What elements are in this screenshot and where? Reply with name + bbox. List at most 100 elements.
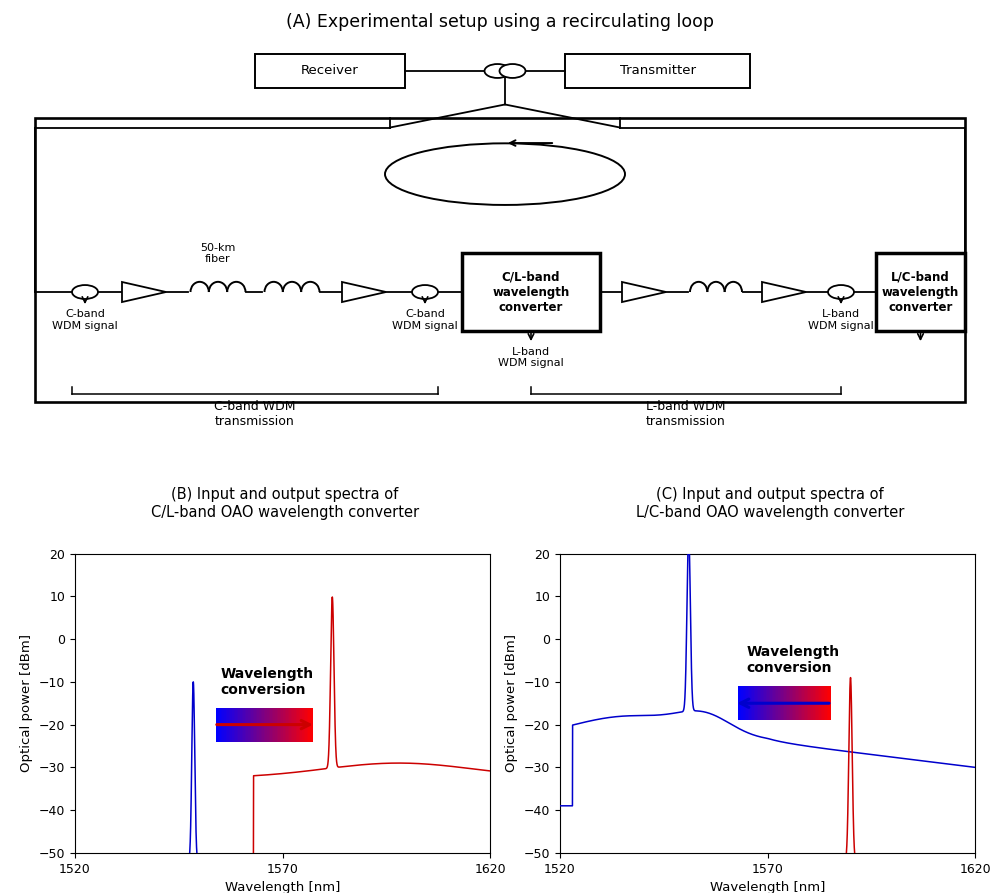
Bar [254,707,257,742]
Bar [264,707,267,742]
Bar [795,686,798,721]
Circle shape [500,64,526,78]
Bar [285,707,287,742]
Bar [219,707,222,742]
Bar [35,118,965,402]
Bar [828,686,831,721]
Bar [226,707,228,742]
Bar [275,707,278,742]
Bar [799,686,802,721]
Bar [796,686,799,721]
Bar [764,686,767,721]
Bar [246,707,249,742]
Bar [256,707,259,742]
Bar [752,686,755,721]
Circle shape [412,285,438,299]
Text: L-band WDM
transmission: L-band WDM transmission [646,400,726,429]
Bar [273,707,276,742]
Text: 50-km
fiber: 50-km fiber [200,243,236,264]
Polygon shape [122,282,166,302]
Bar [745,686,747,721]
Bar [810,686,813,721]
Bar [772,686,775,721]
Bar [294,707,297,742]
Bar [272,707,275,742]
Bar [821,686,823,721]
Text: C-band WDM
transmission: C-band WDM transmission [214,400,296,429]
Bar [815,686,817,721]
Bar [253,707,256,742]
Text: C-band
WDM signal: C-band WDM signal [392,309,458,330]
Bar [770,686,773,721]
Bar [824,686,826,721]
Bar [808,686,811,721]
Y-axis label: Optical power [dBm]: Optical power [dBm] [505,634,518,772]
Text: L-band
WDM signal: L-band WDM signal [808,309,874,330]
Bar [761,686,764,721]
Bar [802,686,805,721]
Text: L-band
WDM signal: L-band WDM signal [498,346,564,368]
Bar [767,686,770,721]
Bar [218,707,221,742]
Bar [740,686,743,721]
X-axis label: Wavelength [nm]: Wavelength [nm] [225,881,340,893]
Bar [773,686,776,721]
Bar [807,686,810,721]
Bar [792,686,794,721]
Bar [790,686,793,721]
Bar [221,707,224,742]
Bar [798,686,801,721]
Bar [222,707,225,742]
Bar [816,686,819,721]
Bar [270,707,273,742]
Bar [234,707,236,742]
Bar [822,686,825,721]
Bar [819,686,822,721]
Bar [825,686,828,721]
Bar [766,686,769,721]
Polygon shape [342,282,386,302]
Text: Wavelength
conversion: Wavelength conversion [220,667,313,697]
X-axis label: Wavelength [nm]: Wavelength [nm] [710,881,825,893]
Bar [784,686,787,721]
Bar [746,686,749,721]
Bar [277,707,279,742]
Bar [230,707,233,742]
Bar [757,686,759,721]
Bar [280,707,283,742]
Bar [827,686,829,721]
Polygon shape [762,282,806,302]
Bar [811,686,814,721]
Bar [780,686,782,721]
Bar [238,707,241,742]
Y-axis label: Optical power [dBm]: Optical power [dBm] [20,634,33,772]
Text: Transmitter: Transmitter [620,64,696,78]
Bar [804,686,807,721]
Bar [232,707,235,742]
Bar [216,707,219,742]
Bar [299,707,302,742]
Bar [763,686,766,721]
Bar [297,707,300,742]
Bar [565,54,750,88]
Circle shape [484,64,511,78]
Bar [754,686,756,721]
Bar [291,707,294,742]
Bar [300,707,303,742]
Bar [261,707,263,742]
Bar [283,707,286,742]
Bar [278,707,281,742]
Text: (A) Experimental setup using a recirculating loop: (A) Experimental setup using a recircula… [286,13,714,31]
Bar [805,686,808,721]
Bar [813,686,816,721]
Bar [267,707,270,742]
Bar [259,707,262,742]
Bar [310,707,313,742]
Bar [237,707,240,742]
Bar [818,686,820,721]
Text: C/L-band
wavelength
converter: C/L-band wavelength converter [492,271,570,313]
Bar [288,707,291,742]
Bar [304,707,306,742]
Bar [749,686,752,721]
Circle shape [828,285,854,299]
